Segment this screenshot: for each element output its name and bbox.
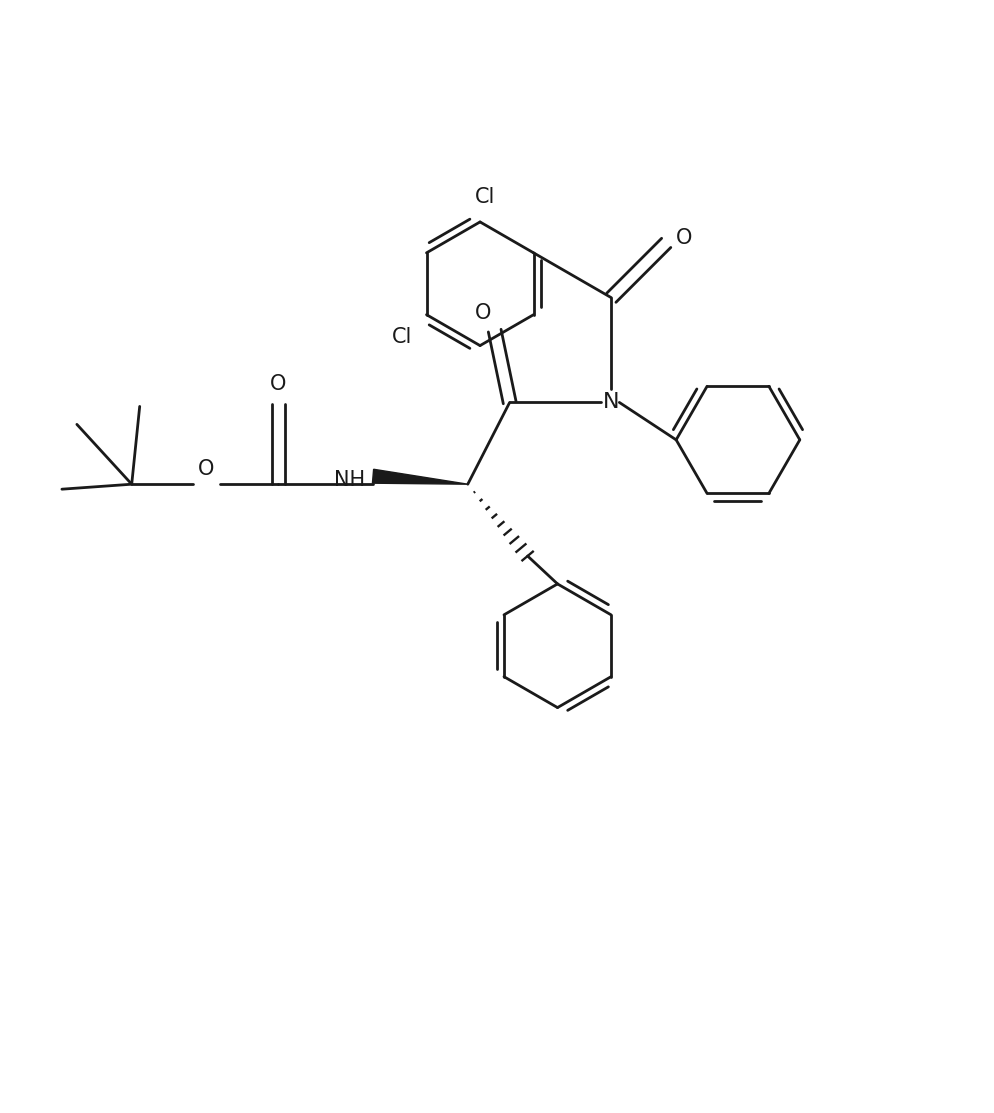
Text: O: O — [270, 374, 286, 394]
Text: O: O — [676, 228, 693, 248]
Text: N: N — [603, 393, 619, 413]
Text: Cl: Cl — [475, 187, 495, 207]
Text: O: O — [474, 303, 491, 323]
Polygon shape — [373, 470, 468, 484]
Text: NH: NH — [334, 470, 365, 490]
Text: O: O — [199, 460, 215, 480]
Text: Cl: Cl — [392, 326, 412, 346]
